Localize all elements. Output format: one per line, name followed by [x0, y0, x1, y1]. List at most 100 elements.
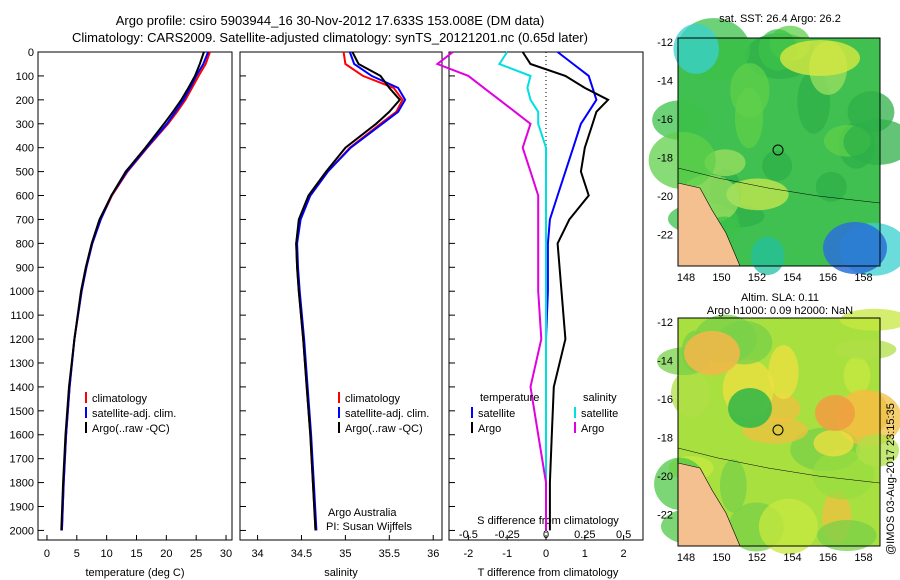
imos-credit: @IMOS 03-Aug-2017 23:15:35 [885, 403, 897, 555]
temp-legend-label: climatology [92, 393, 148, 405]
diff-legend-sal-title: salinity [583, 392, 617, 404]
sal-x-tick-label: 34.5 [291, 548, 312, 560]
sal-legend-label: satellite-adj. clim. [345, 408, 429, 420]
panel-frame-1 [239, 51, 443, 541]
diff-legend-label: Argo [478, 423, 501, 435]
temp-series-0 [60, 51, 211, 531]
map-sst-lon-label: 158 [854, 272, 872, 284]
temp-x-tick-label: 30 [220, 548, 232, 560]
map-sla-patch [768, 345, 799, 400]
tdiff-x-tick-label: -2 [464, 548, 474, 560]
map-sla-lon-label: 154 [783, 552, 801, 564]
map-sst-lon-label: 156 [819, 272, 837, 284]
depth-tick-label: 0 [28, 47, 34, 59]
sdiff-tick-label: 0.25 [574, 529, 595, 541]
temp-x-tick-label: 25 [190, 548, 202, 560]
figure-title-line2: Climatology: CARS2009. Satellite-adjuste… [72, 30, 588, 45]
map-sla-profile-marker [772, 424, 784, 436]
tdiff-x-tick-label: -1 [502, 548, 512, 560]
sdiff-tick-label: -0.5 [459, 529, 478, 541]
map-sla-patch [812, 449, 875, 500]
temp-legend-label: satellite-adj. clim. [92, 408, 176, 420]
map-sst-patch [652, 100, 707, 140]
sla-map-title-2: Argo h1000: 0.09 h2000: NaN [706, 305, 854, 317]
temp-x-tick-label: 20 [160, 548, 172, 560]
depth-tick-label: 100 [16, 71, 34, 83]
diff-series-3 [435, 51, 547, 531]
map-sla-patch [817, 520, 877, 552]
map-sla-lon-label: 148 [677, 552, 695, 564]
depth-tick-label: 600 [16, 191, 34, 203]
depth-tick-label: 1200 [10, 334, 34, 346]
map-sla-lat-label: -16 [657, 394, 673, 406]
map-sst-depth-contour [677, 167, 881, 204]
map-sst-lon-label: 154 [783, 272, 801, 284]
diff-series-0 [545, 51, 598, 531]
sal-x-label: salinity [324, 567, 358, 579]
diff-series-1 [521, 51, 610, 531]
sal-legend-label: Argo(..raw -QC) [345, 423, 423, 435]
temp-legend-label: Argo(..raw -QC) [92, 423, 170, 435]
sdiff-x-label: S difference from climatology [477, 515, 619, 527]
map-sst-lat-label: -22 [657, 230, 673, 242]
map-sst-lat-label: -18 [657, 153, 673, 165]
map-sla-depth-contour [677, 447, 881, 484]
temp-x-label: temperature (deg C) [85, 567, 184, 579]
diff-legend-label: satellite [581, 408, 618, 420]
temp-series-1 [60, 51, 210, 531]
depth-tick-label: 1000 [10, 286, 34, 298]
depth-tick-label: 1300 [10, 358, 34, 370]
depth-tick-label: 400 [16, 143, 34, 155]
map-sst-patch [750, 236, 785, 276]
depth-tick-label: 800 [16, 238, 34, 250]
sal-x-tick-label: 35.5 [379, 548, 400, 560]
depth-tick-label: 1500 [10, 406, 34, 418]
map-sla-lat-label: -14 [657, 356, 673, 368]
depth-tick-label: 200 [16, 95, 34, 107]
map-sst-patch [843, 119, 900, 165]
map-sla-lon-label: 152 [748, 552, 766, 564]
sal-series-1 [296, 51, 407, 531]
panel-frame-0 [37, 51, 233, 541]
map-sla-patch [719, 459, 747, 513]
temp-x-tick-label: 5 [74, 548, 80, 560]
diff-series-2 [497, 51, 547, 531]
sla-map-title-1: Altim. SLA: 0.11 [740, 292, 820, 304]
sal-x-tick-label: 36 [427, 548, 439, 560]
sal-legend-label: climatology [345, 393, 401, 405]
depth-tick-label: 2000 [10, 525, 34, 537]
map-sst-patch [815, 171, 847, 202]
map-sst-patch [673, 23, 719, 74]
map-sst-lon-label: 152 [748, 272, 766, 284]
map-sla-patch [813, 429, 854, 457]
tdiff-x-tick-label: 1 [582, 548, 588, 560]
pi-note: PI: Susan Wijffels [326, 521, 412, 533]
temp-x-tick-label: 0 [44, 548, 50, 560]
map-sst-lon-label: 148 [677, 272, 695, 284]
sal-x-tick-label: 34 [251, 548, 263, 560]
sdiff-tick-label: 0.5 [616, 529, 631, 541]
depth-tick-label: 1400 [10, 382, 34, 394]
map-sla-lon-label: 158 [854, 552, 872, 564]
map-sst-frame [677, 37, 881, 267]
diff-legend-label: Argo [581, 423, 604, 435]
temp-x-tick-label: 15 [130, 548, 142, 560]
map-sst-lon-label: 150 [712, 272, 730, 284]
depth-tick-label: 300 [16, 119, 34, 131]
map-sla-lon-label: 156 [819, 552, 837, 564]
map-sla-lat-label: -18 [657, 433, 673, 445]
tdiff-x-label: T difference from climatology [478, 567, 619, 579]
map-sla-lat-label: -22 [657, 510, 673, 522]
sdiff-tick-label: -0.25 [495, 529, 520, 541]
tdiff-x-tick-label: 0 [543, 548, 549, 560]
map-sst-patch [730, 63, 770, 118]
temp-series-2 [60, 51, 205, 531]
depth-tick-label: 1900 [10, 502, 34, 514]
tdiff-x-tick-label: 2 [621, 548, 627, 560]
map-sla-low-patch [728, 388, 772, 428]
sst-map-title: sat. SST: 26.4 Argo: 26.2 [719, 13, 841, 25]
diff-legend-label: satellite [478, 408, 515, 420]
sal-x-tick-label: 35 [339, 548, 351, 560]
map-sla-patch [761, 394, 801, 424]
depth-tick-label: 500 [16, 167, 34, 179]
